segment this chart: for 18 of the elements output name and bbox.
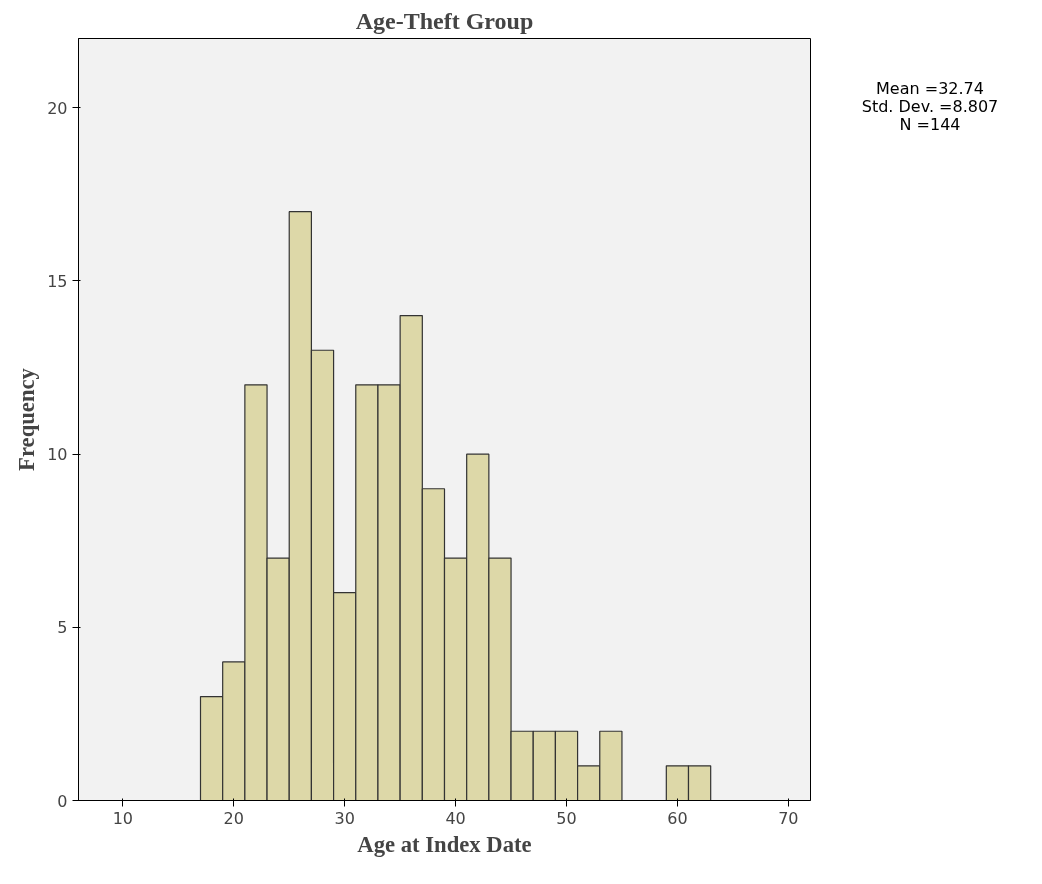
x-tick-label: 30 — [334, 808, 355, 828]
y-tick-label: 0 — [57, 791, 68, 811]
y-tick-label: 5 — [57, 618, 68, 638]
y-tick-label: 20 — [47, 98, 68, 118]
x-tick-label: 40 — [445, 808, 466, 828]
text: N =144 — [898, 115, 962, 134]
x-tick-label: 50 — [556, 808, 577, 828]
y-tick-label: 10 — [47, 445, 68, 465]
text: Mean =32.74 — [875, 79, 985, 98]
x-tick-label: 70 — [778, 808, 799, 828]
x-tick-label: 10 — [112, 808, 134, 828]
y-tick-label: 15 — [47, 271, 68, 291]
y-axis-title: Frequency — [14, 367, 40, 471]
text: Std. Dev. =8.807 — [861, 97, 999, 116]
x-tick-label: 60 — [667, 808, 688, 828]
chart-title: Age-Theft Group — [355, 7, 534, 34]
x-axis-title: Age at Index Date — [357, 831, 532, 857]
x-tick-label: 20 — [223, 808, 244, 828]
